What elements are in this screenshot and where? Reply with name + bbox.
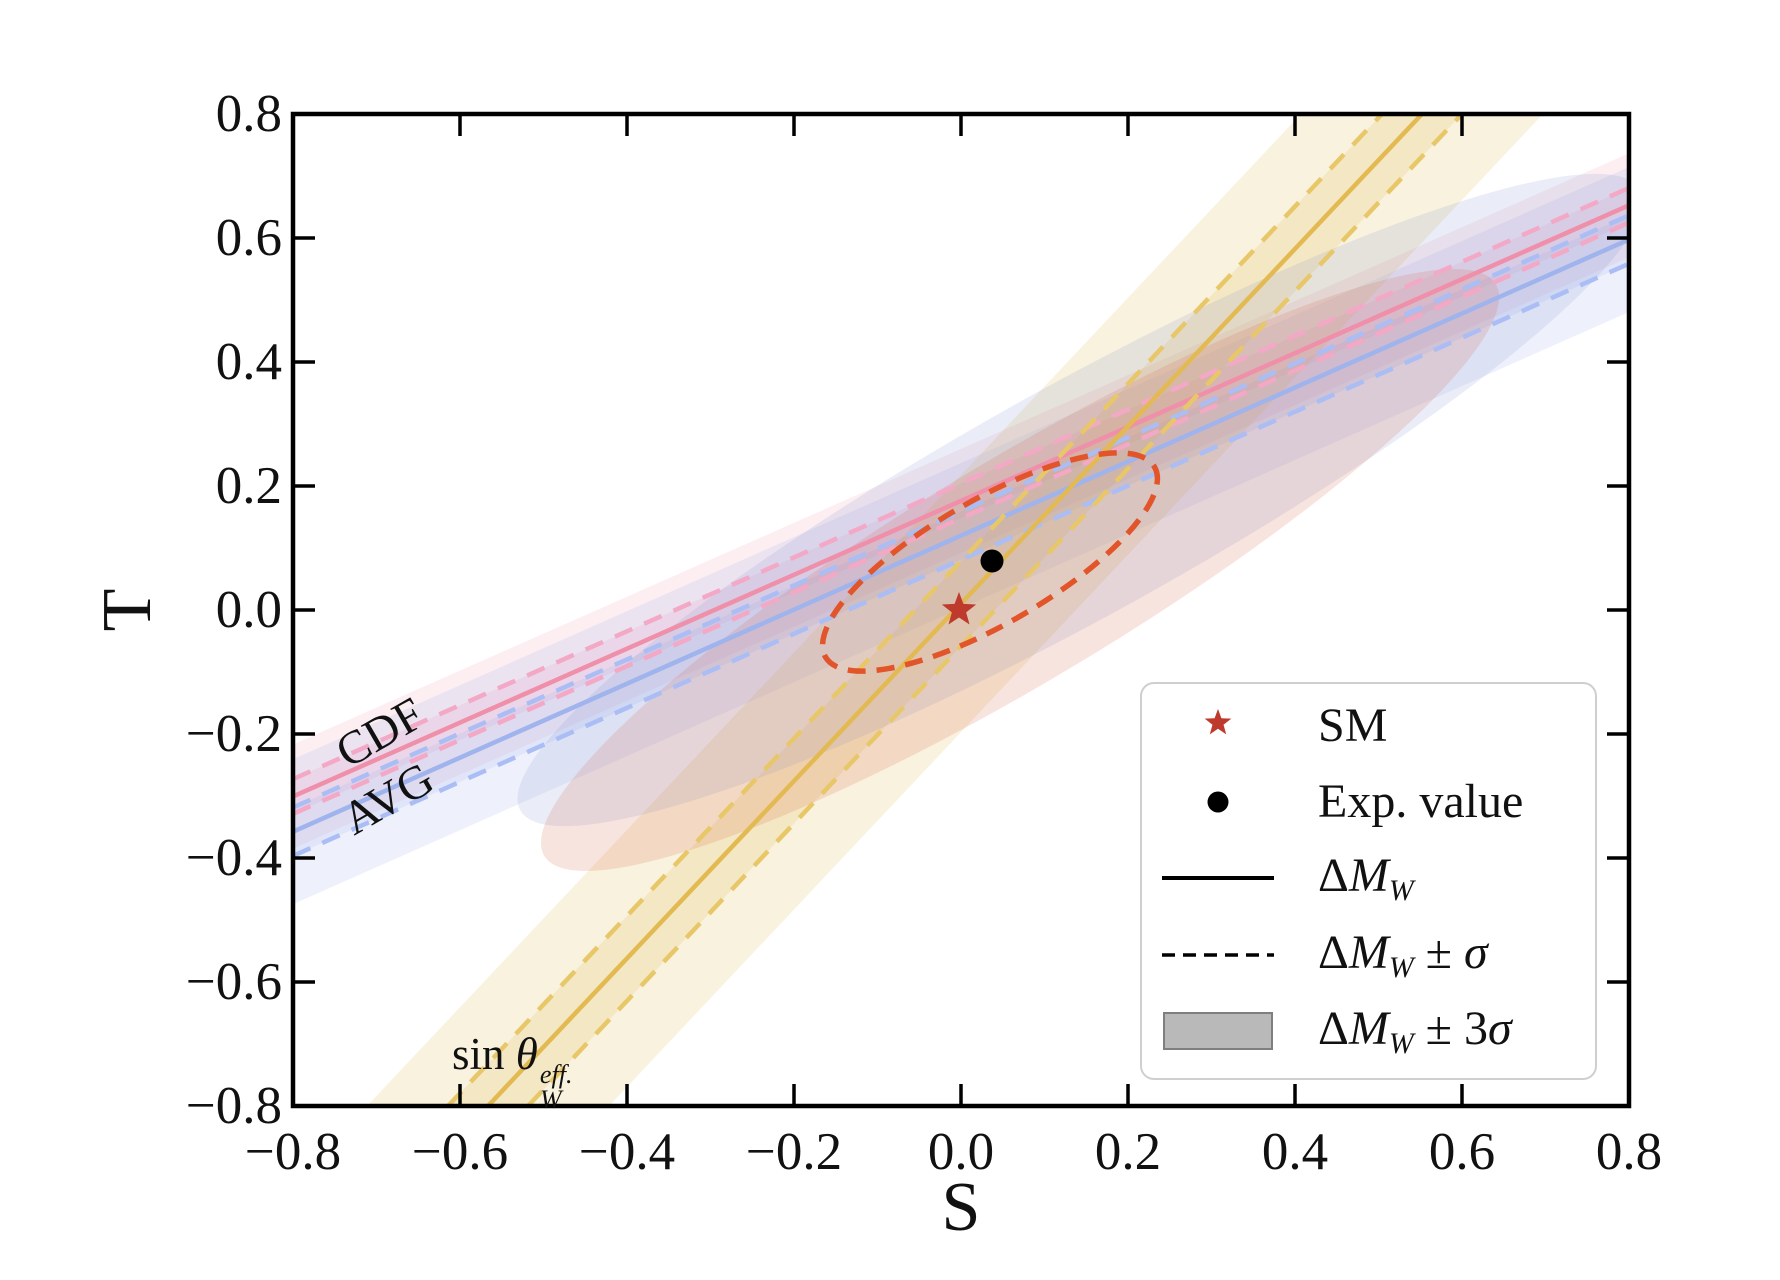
x-tick-label: 0.0 bbox=[927, 1123, 995, 1181]
y-tick-label: 0.8 bbox=[215, 85, 282, 143]
avg-sigma-lower-line bbox=[293, 261, 1629, 858]
legend-marker bbox=[1162, 693, 1274, 757]
x-tick-label: −0.4 bbox=[578, 1123, 676, 1181]
y-tick-label: −0.2 bbox=[185, 705, 282, 763]
cdf-sigma-upper-line bbox=[293, 185, 1629, 782]
x-tick-label: −0.2 bbox=[745, 1123, 843, 1181]
cdf-central-line bbox=[293, 203, 1629, 799]
x-tick-label: −0.6 bbox=[411, 1123, 509, 1181]
y-axis-ticks-right bbox=[1607, 236, 1629, 984]
legend-item: ΔMW ± 3σ bbox=[1142, 993, 1595, 1070]
legend-marker bbox=[1162, 923, 1274, 987]
x-tick-label: 0.2 bbox=[1094, 1123, 1162, 1181]
exp-value-dot-marker bbox=[980, 549, 1004, 573]
sintheta-sigma-right-line bbox=[526, 114, 1464, 1106]
y-tick-label: 0.0 bbox=[215, 581, 282, 639]
y-axis-title: T bbox=[89, 588, 166, 632]
legend-solid-line-icon bbox=[1162, 876, 1274, 881]
sup-sub-stack: eff. W bbox=[539, 1060, 573, 1115]
y-tick-label: 0.2 bbox=[215, 457, 282, 515]
legend-box: SM Exp. value ΔMW ΔMW ± σ ΔMW ± 3σ bbox=[1140, 682, 1597, 1080]
avg-central-line bbox=[293, 237, 1629, 834]
x-tick-label: −0.8 bbox=[244, 1123, 342, 1181]
legend-label: ΔMW ± 3σ bbox=[1318, 1002, 1512, 1061]
y-tick-label: −0.8 bbox=[185, 1077, 282, 1135]
y-tick-label: −0.4 bbox=[185, 829, 282, 887]
y-tick-label: 0.4 bbox=[215, 333, 282, 391]
x-tick-label: 0.4 bbox=[1261, 1123, 1329, 1181]
x-axis-ticks-bottom bbox=[458, 1084, 1464, 1106]
legend-star-icon bbox=[1204, 709, 1232, 735]
sm-star-marker bbox=[941, 592, 977, 625]
confidence-contour-ellipse bbox=[819, 450, 1161, 674]
x-tick-label: 0.8 bbox=[1595, 1123, 1663, 1181]
legend-label: ΔMW bbox=[1318, 849, 1414, 908]
legend-item: Exp. value bbox=[1142, 764, 1595, 841]
x-tick-label: 0.6 bbox=[1428, 1123, 1496, 1181]
sintheta-sigma-left-line bbox=[446, 114, 1384, 1106]
cdf-fit-ellipse bbox=[540, 269, 1500, 871]
legend-band-swatch-icon bbox=[1163, 1012, 1273, 1051]
legend-item: SM bbox=[1142, 687, 1595, 764]
avg-sigma-upper-line bbox=[293, 213, 1629, 810]
legend-marker bbox=[1162, 999, 1274, 1063]
y-tick-label: 0.6 bbox=[215, 209, 282, 267]
cdf-sigma-lower-line bbox=[293, 220, 1629, 816]
legend-marker bbox=[1162, 770, 1274, 834]
legend-item: ΔMW bbox=[1142, 840, 1595, 917]
legend-item: ΔMW ± σ bbox=[1142, 917, 1595, 994]
x-axis-ticks-top bbox=[458, 114, 1464, 136]
y-axis-ticks-left bbox=[293, 236, 315, 984]
x-axis-title: S bbox=[941, 1169, 981, 1246]
sintheta-band-annotation: sin θ eff. W bbox=[452, 1029, 573, 1115]
legend-dot-icon bbox=[1207, 791, 1229, 813]
legend-marker bbox=[1162, 846, 1274, 910]
legend-dashed-line-icon bbox=[1162, 953, 1274, 957]
legend-label: Exp. value bbox=[1318, 775, 1524, 829]
legend-label: ΔMW ± σ bbox=[1318, 925, 1488, 984]
legend-rows: SM Exp. value ΔMW ΔMW ± σ ΔMW ± 3σ bbox=[1142, 687, 1595, 1070]
y-tick-label: −0.6 bbox=[185, 953, 282, 1011]
legend-label: SM bbox=[1318, 698, 1388, 752]
avg-fit-ellipse bbox=[517, 173, 1629, 827]
